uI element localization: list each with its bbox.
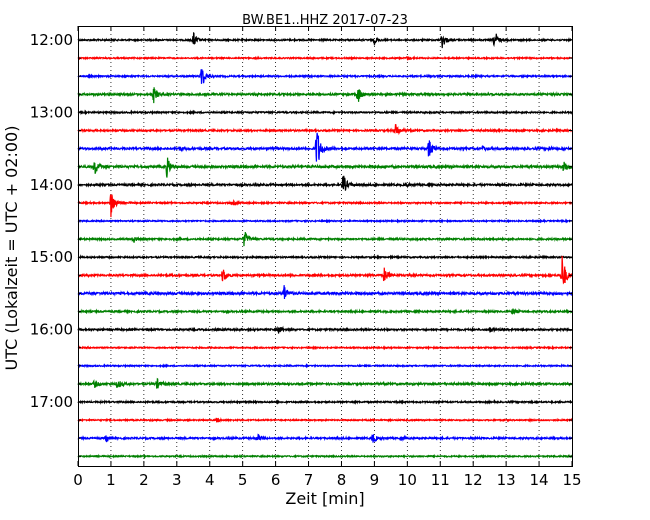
x-tick-label: 12 [464, 471, 483, 489]
x-tick-label: 9 [370, 471, 380, 489]
trace-1215 [77, 55, 573, 61]
x-tick-label: 15 [562, 471, 581, 489]
y-axis-ticks: 12:00 13:00 14:00 15:00 16:00 17:00 [30, 31, 572, 457]
trace-1400 [77, 175, 573, 191]
trace-1430 [77, 218, 573, 224]
x-axis-label: Zeit [min] [285, 489, 364, 508]
y-tick-label: 13:00 [30, 103, 73, 121]
x-tick-label: 2 [139, 471, 149, 489]
trace-1645 [77, 377, 573, 389]
trace-1245 [77, 87, 573, 104]
y-tick-label: 15:00 [30, 248, 73, 266]
trace-1700 [77, 398, 573, 405]
y-axis-label: UTC (Lokalzeit = UTC + 02:00) [2, 126, 21, 371]
trace-1745 [77, 453, 573, 460]
trace-1715 [77, 417, 573, 423]
trace-1730 [77, 433, 573, 443]
x-tick-label: 5 [238, 471, 248, 489]
x-tick-label: 7 [304, 471, 314, 489]
chart-title: BW.BE1..HHZ 2017-07-23 [242, 13, 408, 28]
trace-1445 [77, 231, 573, 247]
vertical-grid [110, 26, 540, 466]
y-tick-label: 12:00 [30, 31, 73, 49]
trace-1530 [77, 285, 573, 300]
seismogram-traces [77, 31, 573, 460]
plot-frame [78, 26, 573, 467]
y-tick-label: 17:00 [30, 393, 73, 411]
y-tick-label: 16:00 [30, 321, 73, 339]
trace-1200 [77, 31, 573, 49]
x-tick-label: 1 [106, 471, 116, 489]
trace-1300 [77, 109, 573, 116]
x-tick-label: 8 [337, 471, 347, 489]
trace-1415 [77, 194, 573, 218]
trace-1345 [77, 157, 573, 178]
trace-1545 [77, 308, 573, 315]
trace-1330 [77, 132, 573, 162]
x-tick-label: 6 [271, 471, 281, 489]
x-tick-label: 14 [530, 471, 549, 489]
x-tick-label: 4 [205, 471, 215, 489]
y-tick-label: 14:00 [30, 176, 73, 194]
x-tick-label: 11 [431, 471, 450, 489]
x-axis-ticks: 0 1 2 3 4 5 6 7 8 9 10 11 12 13 14 15 [73, 26, 582, 489]
x-tick-label: 0 [73, 471, 83, 489]
trace-1315 [77, 124, 573, 136]
trace-1230 [77, 69, 573, 84]
trace-1515 [77, 255, 573, 285]
x-tick-label: 13 [497, 471, 516, 489]
trace-1600 [77, 325, 573, 334]
trace-1615 [77, 345, 573, 351]
x-tick-label: 3 [172, 471, 182, 489]
trace-1500 [77, 254, 573, 261]
trace-1630 [77, 363, 573, 369]
x-tick-label: 10 [398, 471, 417, 489]
